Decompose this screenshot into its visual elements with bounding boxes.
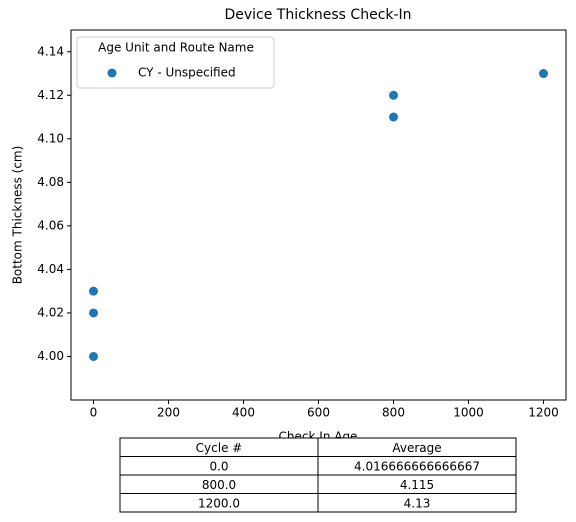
y-tick-label: 4.10 [37,131,64,145]
table-cell-text: 1200.0 [198,496,240,510]
x-tick-label: 200 [157,406,180,420]
table-cell-text: 4.016666666666667 [354,459,480,473]
y-tick-label: 4.12 [37,88,64,102]
legend-title: Age Unit and Route Name [98,41,254,55]
point [389,90,398,100]
x-tick-label: 1000 [453,406,484,420]
point [539,69,548,79]
point [89,286,98,296]
chart-title: Device Thickness Check-In [224,7,411,23]
x-tick-label: 800 [382,406,405,420]
y-axis-label: Bottom Thickness (cm) [11,146,25,285]
legend-label: CY - Unspecified [138,66,236,80]
y-tick-label: 4.04 [37,262,64,276]
table-header-text: Cycle # [196,441,243,455]
table-cell-text: 800.0 [202,478,236,492]
table-cell [317,493,517,513]
point [89,351,98,361]
legend-marker [107,68,117,78]
y-tick-label: 4.08 [37,175,64,189]
table-cell-text: 0.0 [209,459,228,473]
table-cell-text: 4.115 [400,478,434,492]
y-tick-label: 4.06 [37,218,64,232]
table-header-text: Average [392,441,441,455]
x-tick-label: 0 [90,406,98,420]
y-tick-label: 4.14 [37,44,64,58]
point [89,308,98,318]
x-tick-label: 1200 [528,406,559,420]
x-tick-label: 400 [232,406,255,420]
y-tick-label: 4.02 [37,305,64,319]
x-tick-label: 600 [307,406,330,420]
table-cell-text: 4.13 [404,496,431,510]
legend-box [76,36,275,89]
point [389,112,398,122]
y-tick-label: 4.00 [37,349,64,363]
